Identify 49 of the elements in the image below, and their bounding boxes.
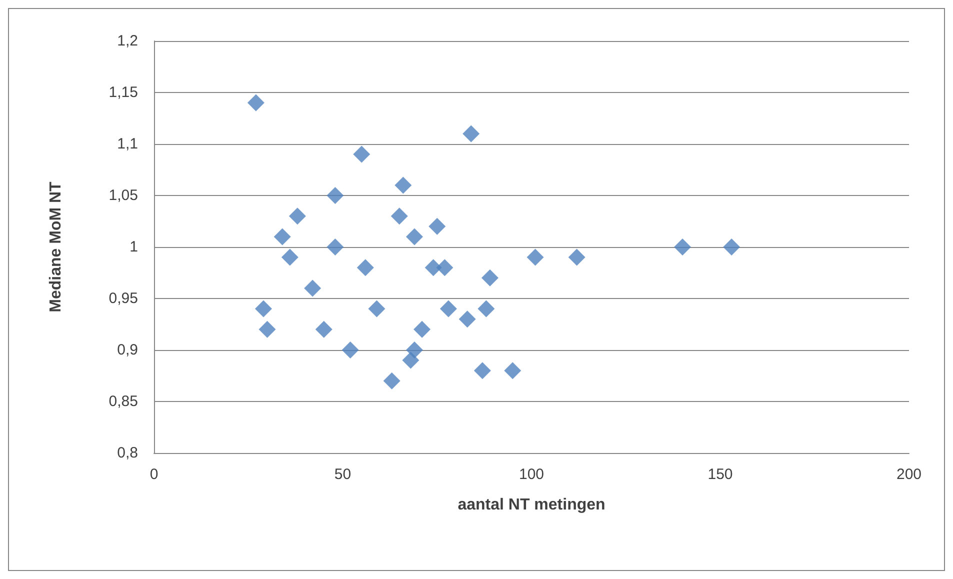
point [674, 238, 691, 256]
point [474, 362, 491, 380]
point [247, 94, 264, 112]
point [356, 259, 374, 276]
point [406, 342, 423, 358]
x-axis-title: aantal NT metingen [458, 496, 606, 514]
point [568, 248, 586, 266]
y-axis-title: Mediane MoM NT [48, 181, 64, 312]
point [440, 300, 457, 318]
point [326, 238, 344, 256]
point [462, 125, 480, 142]
point [315, 320, 332, 338]
point [326, 187, 344, 204]
point [428, 218, 446, 235]
x-tick-label: 150 [708, 466, 733, 483]
point [504, 362, 522, 380]
point [342, 342, 359, 358]
point [258, 320, 276, 338]
y-tick-label: 0,9 [117, 342, 138, 358]
x-tick-label: 200 [896, 466, 922, 483]
point [478, 300, 495, 318]
y-tick-label: 1 [130, 238, 138, 256]
point [383, 372, 400, 390]
point [414, 320, 431, 338]
y-tick-label: 0,85 [108, 393, 138, 410]
y-tick-label: 1,1 [117, 136, 138, 152]
y-tick-label: 0,8 [117, 444, 138, 462]
point [436, 259, 454, 276]
y-tick-label: 0,95 [108, 290, 138, 307]
point [526, 248, 544, 266]
point [288, 208, 306, 225]
x-tick-label: 0 [150, 466, 158, 483]
point [390, 208, 408, 225]
y-tick-label: 1,15 [108, 84, 138, 101]
point [274, 228, 291, 246]
point [458, 310, 476, 328]
point [254, 300, 272, 318]
point [368, 300, 386, 318]
point [723, 238, 740, 256]
x-tick-label: 100 [518, 466, 544, 483]
x-tick-label: 50 [334, 466, 352, 483]
point [406, 228, 423, 246]
point [304, 280, 322, 297]
point [394, 176, 412, 194]
y-tick-label: 1,05 [108, 187, 138, 204]
y-tick-label: 1,2 [117, 32, 138, 50]
point [481, 269, 498, 286]
point [353, 146, 370, 163]
point [281, 248, 298, 266]
